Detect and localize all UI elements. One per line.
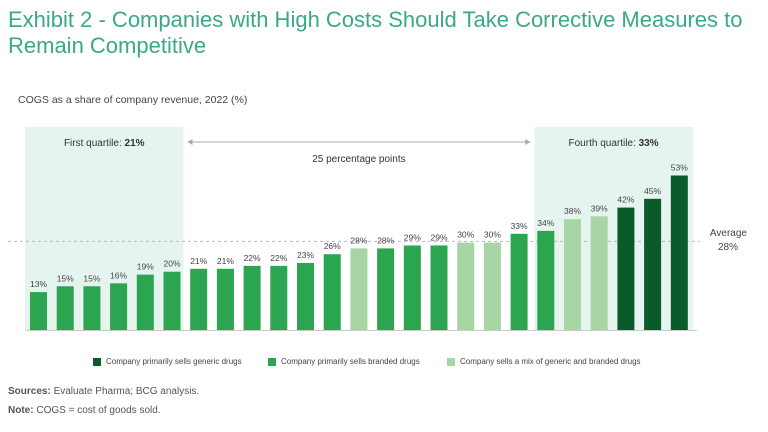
bar — [30, 292, 47, 330]
legend-item-branded: Company primarily sells branded drugs — [268, 357, 420, 366]
bar-value-label: 26% — [324, 241, 341, 251]
bar — [243, 265, 261, 330]
bar-value-label: 29% — [430, 232, 447, 242]
bar-value-label: 22% — [244, 253, 261, 263]
bar — [297, 262, 314, 330]
bar-value-label: 38% — [564, 206, 581, 216]
legend-swatch-branded — [268, 357, 276, 366]
bar-value-label: 21% — [217, 256, 234, 266]
legend-label-branded: Company primarily sells branded drugs — [281, 357, 420, 366]
bar — [403, 245, 421, 330]
page-title: Exhibit 2 - Companies with High Costs Sh… — [8, 7, 743, 58]
sources-label: Sources: — [8, 386, 51, 397]
bar-value-label: 28% — [377, 235, 394, 245]
note-label: Note: — [8, 405, 34, 416]
bar — [510, 233, 528, 330]
bar — [323, 254, 341, 330]
bar — [564, 219, 581, 330]
bar — [270, 265, 288, 330]
fourth-quartile-label: Fourth quartile: 33% — [569, 138, 659, 149]
note-footnote: Note: COGS = cost of goods sold. — [8, 405, 161, 416]
average-label: Average — [710, 228, 748, 239]
bar-value-label: 16% — [110, 270, 127, 280]
bar-value-label: 22% — [270, 253, 287, 263]
bar-value-label: 33% — [511, 221, 528, 231]
bar — [537, 230, 555, 330]
bar-value-label: 29% — [404, 232, 421, 242]
bar-value-label: 21% — [190, 256, 207, 266]
chart-legend: Company primarily sells generic drugs Co… — [0, 357, 768, 371]
legend-swatch-generic — [93, 357, 101, 366]
first-quartile-band — [25, 127, 184, 330]
bar — [190, 268, 208, 330]
legend-swatch-mix — [447, 357, 455, 366]
cogs-bar-chart: First quartile: 21% Fourth quartile: 33% 2… — [8, 127, 748, 331]
average-value-label: 28% — [718, 242, 738, 253]
bar-value-label: 39% — [591, 203, 608, 213]
bar-value-label: 34% — [537, 218, 554, 228]
legend-label-generic: Company primarily sells generic drugs — [106, 357, 242, 366]
bar-value-label: 23% — [297, 250, 314, 260]
bar-value-label: 15% — [83, 273, 100, 283]
span-arrow-left-head — [187, 139, 193, 145]
legend-item-mix: Company sells a mix of generic and brand… — [447, 357, 641, 366]
bar-value-label: 20% — [163, 259, 180, 269]
bar — [590, 216, 608, 330]
bar — [216, 268, 234, 330]
bar-value-label: 28% — [350, 235, 367, 245]
bar-value-label: 15% — [57, 273, 74, 283]
bar — [350, 248, 368, 330]
fourth-quartile-band — [534, 127, 693, 330]
span-label: 25 percentage points — [312, 154, 405, 165]
bar-value-label: 19% — [137, 262, 154, 272]
bar — [83, 286, 101, 330]
sources-text: Evaluate Pharma; BCG analysis. — [53, 386, 200, 397]
bar — [377, 248, 395, 330]
bar-value-label: 13% — [30, 279, 47, 289]
bar-value-label: 30% — [484, 230, 501, 240]
bar — [457, 242, 475, 330]
bar-value-label: 42% — [617, 195, 634, 205]
first-quartile-label: First quartile: 21% — [64, 138, 145, 149]
note-text: COGS = cost of goods sold. — [36, 405, 161, 416]
bar-value-label: 53% — [671, 163, 688, 173]
bar — [617, 207, 635, 330]
bar — [110, 283, 128, 330]
bar — [136, 274, 154, 330]
bar — [644, 198, 662, 330]
legend-label-mix: Company sells a mix of generic and brand… — [460, 357, 641, 366]
bar-value-label: 45% — [644, 186, 661, 196]
bar — [670, 175, 688, 330]
sources-footnote: Sources: Evaluate Pharma; BCG analysis. — [8, 386, 199, 397]
chart-subtitle: COGS as a share of company revenue, 2022… — [18, 94, 248, 106]
span-arrow-right-head — [525, 139, 531, 145]
bar-value-label: 30% — [457, 230, 474, 240]
bar — [483, 242, 501, 330]
legend-item-generic: Company primarily sells generic drugs — [93, 357, 242, 366]
bar — [430, 245, 448, 330]
bar — [56, 286, 74, 330]
bar — [163, 271, 181, 330]
